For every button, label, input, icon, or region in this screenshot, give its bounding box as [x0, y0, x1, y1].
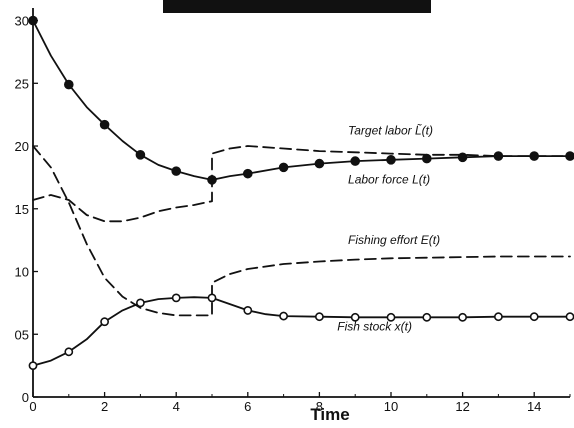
- data-point-fish-stock-x-t: [171, 293, 181, 303]
- series-line-labor-force-l-t: [32, 19, 571, 181]
- y-tick-label: 05: [15, 327, 29, 342]
- data-point-labor-force-l-t: [64, 79, 74, 90]
- y-tick-label: 20: [15, 139, 29, 154]
- x-tick-label: 14: [527, 399, 541, 414]
- axes: 0 2 4 6 8 10 12 14 0 05 10 15 20 25 30: [15, 8, 571, 414]
- data-point-fish-stock-x-t: [64, 347, 74, 357]
- data-point-labor-force-l-t: [314, 158, 325, 169]
- annotation-layer: Target labor L̃(t) Labor force L(t) Fishin…: [337, 123, 440, 334]
- series-line-target-labor-l-t: [32, 145, 571, 223]
- data-point-labor-force-l-t: [421, 153, 432, 164]
- data-point-labor-force-l-t: [243, 168, 253, 179]
- data-point-fish-stock-x-t: [422, 312, 432, 322]
- y-tick-label: 10: [15, 265, 29, 280]
- data-point-fish-stock-x-t: [529, 312, 539, 322]
- data-point-labor-force-l-t: [135, 150, 146, 160]
- data-point-fish-stock-x-t: [100, 317, 109, 327]
- data-point-labor-force-l-t: [278, 162, 289, 173]
- x-axis-title: Time: [310, 405, 349, 423]
- annotation-fishing-effort-e-t: Fishing effort E(t): [348, 233, 440, 247]
- y-tick-label: 15: [15, 202, 29, 217]
- data-point-fish-stock-x-t: [28, 361, 38, 371]
- series-layer: [28, 15, 574, 371]
- data-point-fish-stock-x-t: [350, 312, 360, 322]
- x-tick-label: 6: [244, 399, 251, 414]
- data-point-fish-stock-x-t: [458, 312, 467, 322]
- y-tick-label: 0: [22, 390, 29, 405]
- data-point-labor-force-l-t: [28, 15, 38, 26]
- x-tick-label: 10: [384, 399, 398, 414]
- redaction-bar: [163, 0, 431, 13]
- data-point-fish-stock-x-t: [207, 293, 217, 303]
- x-tick-label: 4: [173, 399, 180, 414]
- data-point-fish-stock-x-t: [493, 312, 503, 322]
- data-point-labor-force-l-t: [350, 156, 361, 166]
- x-tick-label: 8: [316, 399, 323, 414]
- data-point-fish-stock-x-t: [386, 312, 396, 322]
- annotation-target-labor-l-t: Target labor L̃(t): [348, 123, 433, 138]
- data-point-fish-stock-x-t: [135, 298, 145, 308]
- data-point-labor-force-l-t: [171, 166, 181, 176]
- data-point-fish-stock-x-t: [314, 312, 324, 322]
- series-line-fishing-effort-e-t: [32, 145, 571, 317]
- data-point-fish-stock-x-t: [565, 312, 574, 322]
- x-tick-label: 12: [455, 399, 469, 414]
- data-point-fish-stock-x-t: [243, 306, 253, 315]
- annotation-labor-force-l-t: Labor force L(t): [348, 173, 430, 187]
- data-point-labor-force-l-t: [99, 119, 110, 130]
- data-point-fish-stock-x-t: [279, 311, 288, 321]
- x-tick-label: 2: [101, 399, 108, 414]
- series-line-fish-stock-x-t: [32, 296, 571, 367]
- y-tick-label: 25: [15, 76, 29, 91]
- y-tick-label: 30: [15, 14, 29, 29]
- x-tick-label: 0: [29, 399, 36, 414]
- annotation-fish-stock-x-t: Fish stock x(t): [337, 319, 412, 333]
- data-point-labor-force-l-t: [386, 155, 396, 165]
